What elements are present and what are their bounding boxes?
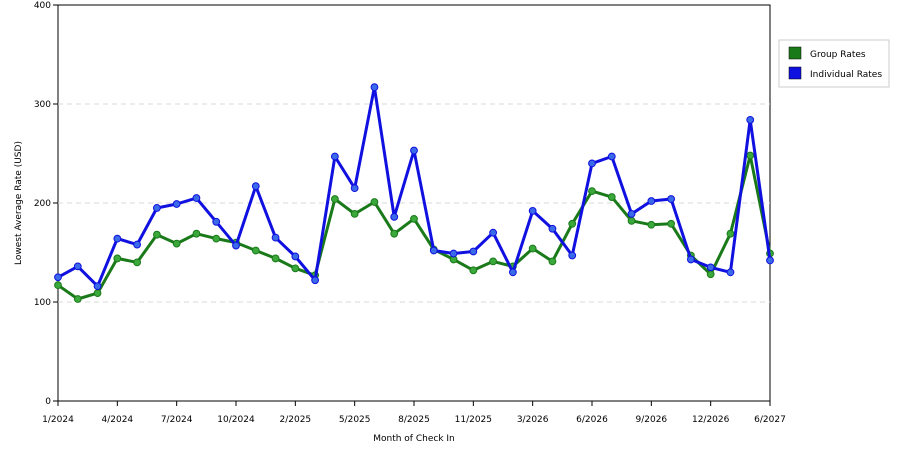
data-point-individual-rates [528, 207, 537, 215]
data-point-individual-rates [113, 234, 122, 243]
data-point-group-rates [627, 216, 636, 225]
legend: Group Rates Individual Rates [778, 39, 890, 88]
data-point-group-rates [647, 220, 656, 229]
data-point-individual-rates [647, 197, 656, 205]
data-point-individual-rates [133, 240, 142, 249]
data-point-individual-rates [271, 233, 280, 242]
data-point-group-rates [726, 229, 735, 238]
data-point-individual-rates [73, 262, 82, 271]
data-point-group-rates [350, 209, 359, 218]
data-point-individual-rates [152, 204, 161, 212]
x-axis: 1/2024 4/2024 7/2024 10/2024 2/2025 5/2025 8/2… [42, 401, 786, 425]
legend-label-group-rates: Group Rates [810, 50, 866, 60]
data-point-individual-rates [489, 228, 498, 237]
x-tick-label: 8/2025 [398, 415, 430, 425]
y-tick-label: 400 [34, 1, 51, 11]
x-tick-label: 6/2026 [576, 415, 608, 425]
legend-label-individual-rates: Individual Rates [810, 70, 882, 80]
x-tick-label: 3/2026 [517, 415, 549, 425]
data-point-individual-rates [350, 184, 359, 193]
x-tick-label: 10/2024 [217, 415, 255, 425]
x-tick-label: 7/2024 [161, 415, 193, 425]
x-tick-label: 4/2024 [101, 415, 133, 425]
data-point-individual-rates [766, 256, 774, 265]
data-point-individual-rates [232, 241, 240, 250]
data-point-individual-rates [706, 263, 715, 272]
data-point-individual-rates [192, 194, 201, 202]
y-axis-title: Lowest Average Rate (USD) [14, 141, 24, 265]
data-point-group-rates [212, 234, 221, 243]
data-point-group-rates [706, 270, 715, 279]
data-point-individual-rates [726, 268, 735, 277]
x-tick-label: 11/2025 [455, 415, 492, 425]
data-point-individual-rates [291, 252, 300, 261]
y-tick-label: 0 [45, 397, 51, 407]
data-point-individual-rates [607, 152, 616, 161]
data-point-individual-rates [93, 282, 102, 291]
data-point-group-rates [271, 254, 280, 263]
y-axis: 0 100 200 300 400 [34, 1, 58, 407]
x-tick-label: 6/2027 [754, 415, 786, 425]
data-point-group-rates [172, 239, 181, 248]
data-point-group-rates [607, 193, 616, 201]
data-point-group-rates [73, 295, 82, 303]
data-point-individual-rates [667, 195, 676, 203]
data-point-individual-rates [627, 209, 636, 218]
data-point-individual-rates [410, 146, 418, 155]
data-point-group-rates [746, 151, 755, 160]
data-point-individual-rates [311, 276, 320, 285]
x-axis-title: Month of Check In [373, 434, 455, 444]
data-point-group-rates [192, 229, 201, 238]
data-point-group-rates [54, 281, 62, 290]
y-tick-label: 200 [34, 199, 51, 209]
data-point-individual-rates [568, 251, 577, 260]
data-point-group-rates [548, 257, 557, 266]
data-point-individual-rates [686, 255, 695, 264]
data-point-group-rates [528, 244, 537, 253]
data-point-individual-rates [508, 268, 517, 277]
x-tick-label: 2/2025 [279, 415, 311, 425]
x-tick-label: 9/2026 [635, 415, 667, 425]
data-point-group-rates [152, 230, 161, 239]
data-point-individual-rates [429, 246, 438, 255]
data-point-group-rates [370, 198, 379, 206]
data-point-group-rates [291, 264, 300, 273]
data-point-individual-rates [172, 200, 181, 208]
data-point-individual-rates [251, 182, 260, 191]
data-point-individual-rates [588, 159, 596, 168]
data-point-group-rates [390, 229, 399, 238]
data-point-group-rates [568, 219, 577, 228]
data-point-individual-rates [449, 249, 458, 258]
x-tick-label: 1/2024 [42, 415, 74, 425]
x-tick-label: 5/2025 [339, 415, 371, 425]
data-point-group-rates [667, 219, 676, 228]
data-point-individual-rates [370, 83, 379, 92]
series-individual-rates [54, 83, 774, 291]
y-tick-label: 300 [34, 100, 51, 110]
data-point-individual-rates [746, 115, 755, 124]
data-point-group-rates [410, 214, 418, 223]
data-point-individual-rates [54, 273, 62, 282]
data-point-group-rates [251, 246, 260, 255]
legend-swatch-group-rates [788, 46, 802, 60]
data-point-individual-rates [548, 224, 557, 233]
legend-swatch-individual-rates [788, 66, 802, 80]
data-point-group-rates [330, 195, 339, 203]
data-point-group-rates [133, 258, 142, 267]
data-point-individual-rates [390, 212, 399, 221]
y-tick-label: 100 [34, 298, 51, 308]
x-tick-label: 12/2026 [692, 415, 730, 425]
data-point-group-rates [489, 257, 498, 266]
data-point-group-rates [93, 289, 102, 297]
data-point-group-rates [469, 266, 478, 275]
data-point-individual-rates [330, 152, 339, 161]
data-point-group-rates [113, 254, 122, 263]
data-point-individual-rates [212, 217, 221, 226]
series-layer [54, 83, 774, 303]
data-point-group-rates [588, 187, 596, 196]
data-point-individual-rates [469, 247, 478, 256]
